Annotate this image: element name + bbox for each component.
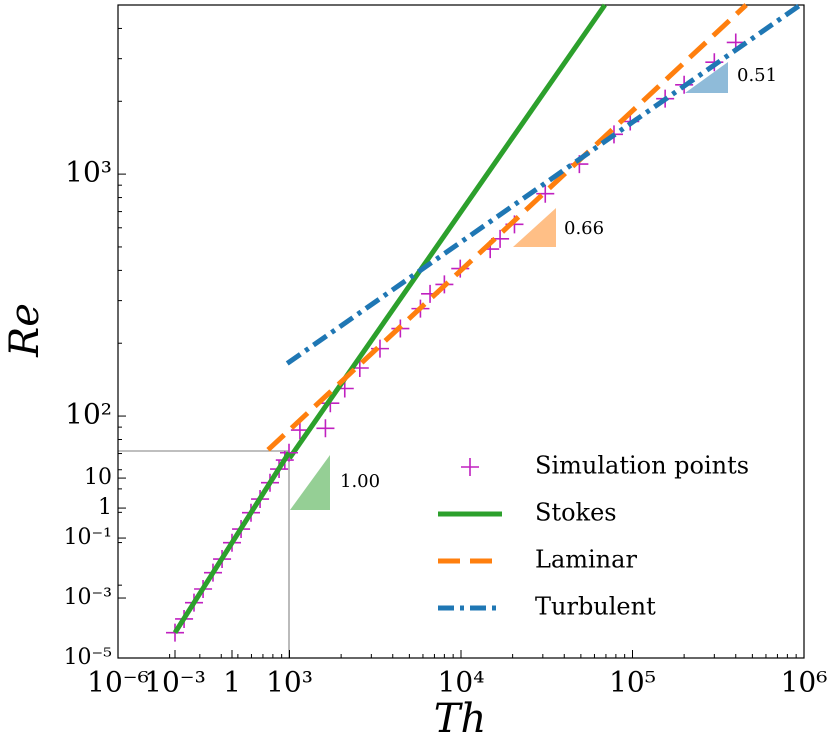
y-tick-label: 1 <box>98 495 112 520</box>
y-tick-label: 10⁻⁵ <box>64 645 112 670</box>
line-series <box>285 2 802 366</box>
y-tick-label: 10⁻³ <box>64 585 112 610</box>
x-tick-label: 10⁴ <box>438 666 485 699</box>
slope-triangle <box>290 455 330 510</box>
line-series <box>172 451 292 634</box>
y-tick-label: 10² <box>65 398 112 431</box>
y-tick-label: 10 <box>84 465 112 490</box>
legend-swatch <box>461 458 479 476</box>
x-tick-label: 10⁶ <box>781 666 828 699</box>
point <box>316 419 335 438</box>
x-tick-label: 10⁵ <box>609 666 656 699</box>
y-tick-label: 10³ <box>65 156 112 189</box>
x-axis-label: Th <box>434 696 486 742</box>
annotation: 0.66 <box>564 218 604 239</box>
legend-label: Turbulent <box>535 593 656 621</box>
legend-label: Laminar <box>535 546 637 574</box>
slope-triangle <box>685 62 728 93</box>
y-tick-label: 10⁻¹ <box>64 525 112 550</box>
x-tick-label: 10⁻³ <box>144 666 206 699</box>
annotation: 1.00 <box>340 471 380 492</box>
y-axis-label: Re <box>2 303 48 358</box>
x-tick-label: 10⁻⁶ <box>87 666 149 699</box>
legend-label: Stokes <box>535 499 617 527</box>
point <box>536 184 555 203</box>
annotation: 0.51 <box>737 65 777 86</box>
slope-triangle <box>513 208 556 247</box>
point <box>290 421 309 440</box>
line-series <box>266 3 748 452</box>
legend-label: Simulation points <box>535 452 749 480</box>
x-tick-label: 1 <box>223 666 241 699</box>
x-tick-label: 10³ <box>266 666 313 699</box>
